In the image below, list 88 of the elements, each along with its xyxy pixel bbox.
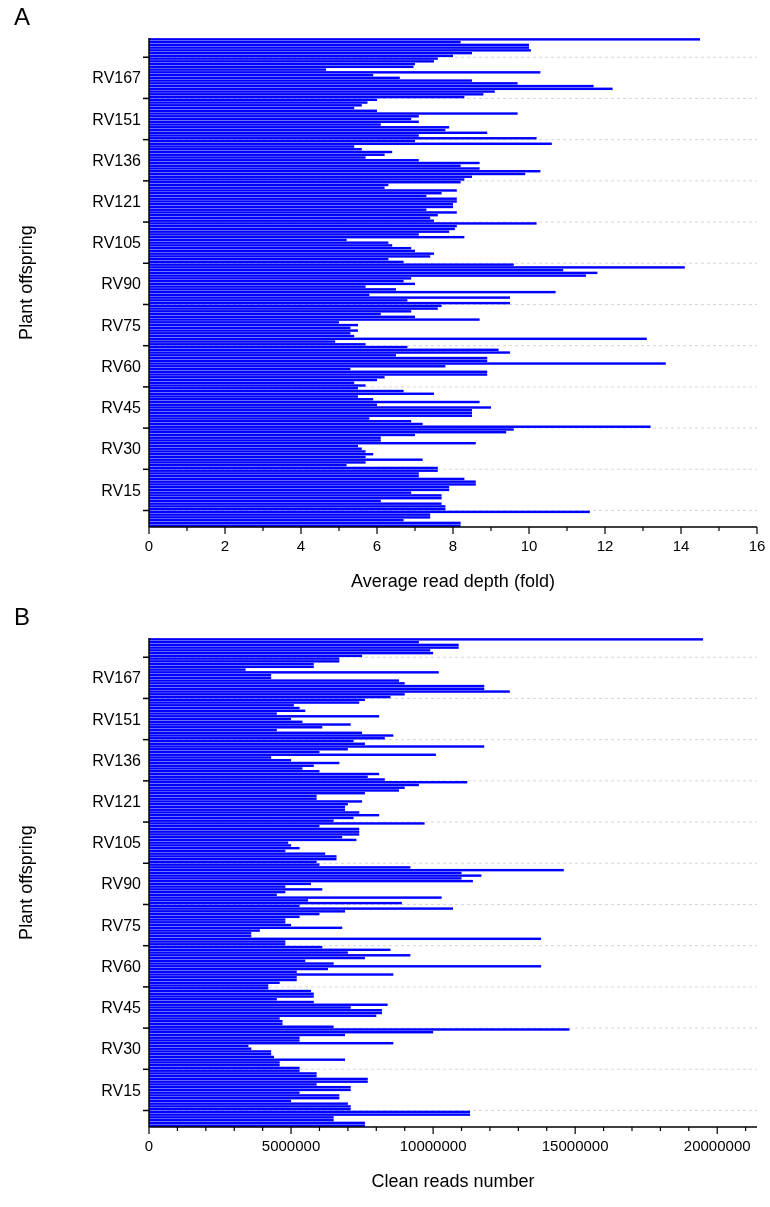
y-tick-label: RV105 xyxy=(92,234,142,252)
y-tick-label: RV30 xyxy=(101,440,142,458)
y-tick-label: RV45 xyxy=(101,399,142,417)
bar xyxy=(149,71,541,74)
bar xyxy=(149,690,510,693)
bar xyxy=(149,252,434,255)
y-tick-label: RV121 xyxy=(92,193,142,211)
y-tick-label: RV75 xyxy=(101,316,142,334)
chart-title: B xyxy=(14,603,31,630)
x-tick-label: 0 xyxy=(144,1137,154,1154)
y-tick-label: RV136 xyxy=(92,751,142,769)
bar xyxy=(149,1028,570,1031)
bar xyxy=(149,660,340,663)
bar xyxy=(149,222,537,225)
y-axis-title: Plant offspring xyxy=(16,825,36,940)
x-tick-label: 20000000 xyxy=(683,1137,751,1154)
bar xyxy=(149,307,438,310)
y-tick-label: RV167 xyxy=(92,69,142,87)
bar xyxy=(149,49,531,52)
x-tick-label: 6 xyxy=(372,537,382,554)
bar xyxy=(149,211,457,214)
x-tick-label: 0 xyxy=(144,537,154,554)
bar xyxy=(149,60,434,63)
x-tick-label: 4 xyxy=(296,537,306,554)
x-axis-title: Clean reads number xyxy=(371,1171,535,1191)
x-tick-label: 15000000 xyxy=(541,1137,609,1154)
bar xyxy=(149,406,491,409)
bar xyxy=(149,822,425,825)
bar xyxy=(149,112,518,115)
bar xyxy=(149,745,485,748)
bar xyxy=(149,483,476,486)
bar xyxy=(149,1102,348,1105)
y-tick-label: RV30 xyxy=(101,1040,142,1058)
bar xyxy=(149,255,431,258)
bar xyxy=(149,502,442,505)
bar xyxy=(149,888,323,891)
y-axis-title: Plant offspring xyxy=(16,225,36,340)
x-tick-label: 2 xyxy=(220,537,230,554)
bar xyxy=(149,266,685,269)
bar xyxy=(149,973,394,976)
bar xyxy=(149,318,480,321)
y-tick-label: RV151 xyxy=(92,110,142,128)
bar xyxy=(149,723,351,726)
bar xyxy=(149,715,380,718)
bar xyxy=(149,800,363,803)
y-tick-label: RV90 xyxy=(101,275,142,293)
x-tick-label: 14 xyxy=(672,537,690,554)
x-tick-label: 5000000 xyxy=(261,1137,321,1154)
bar xyxy=(149,874,482,877)
bar xyxy=(149,296,510,299)
x-tick-label: 12 xyxy=(596,537,614,554)
y-tick-label: RV15 xyxy=(101,481,142,499)
bar xyxy=(149,362,666,365)
bar xyxy=(149,241,389,244)
x-axis-title: Average read depth (fold) xyxy=(351,571,555,591)
bar xyxy=(149,384,366,387)
y-tick-label: RV60 xyxy=(101,957,142,975)
bar xyxy=(149,734,394,737)
y-tick-label: RV90 xyxy=(101,875,142,893)
bar xyxy=(149,447,362,450)
bar xyxy=(149,329,358,332)
bar xyxy=(149,638,704,641)
y-tick-label: RV45 xyxy=(101,999,142,1017)
bar xyxy=(149,671,439,674)
bar xyxy=(149,1058,346,1061)
y-tick-label: RV167 xyxy=(92,669,142,687)
x-tick-label: 8 xyxy=(448,537,458,554)
bar xyxy=(149,351,510,354)
bar xyxy=(149,907,453,910)
bar xyxy=(149,38,700,41)
bar xyxy=(149,189,457,192)
y-tick-label: RV75 xyxy=(101,916,142,934)
bar xyxy=(149,458,423,461)
bar xyxy=(149,954,411,957)
x-tick-label: 16 xyxy=(748,537,766,554)
y-tick-label: RV151 xyxy=(92,710,142,728)
y-tick-label: RV136 xyxy=(92,151,142,169)
y-tick-label: RV121 xyxy=(92,793,142,811)
y-tick-label: RV60 xyxy=(101,357,142,375)
y-tick-label: RV15 xyxy=(101,1081,142,1099)
y-tick-label: RV105 xyxy=(92,834,142,852)
bar xyxy=(149,516,431,519)
bar xyxy=(149,896,442,899)
bar xyxy=(149,833,360,836)
x-tick-label: 10 xyxy=(520,537,538,554)
bar xyxy=(149,480,476,483)
chart-title: A xyxy=(14,3,31,30)
x-tick-label: 10000000 xyxy=(399,1137,467,1154)
